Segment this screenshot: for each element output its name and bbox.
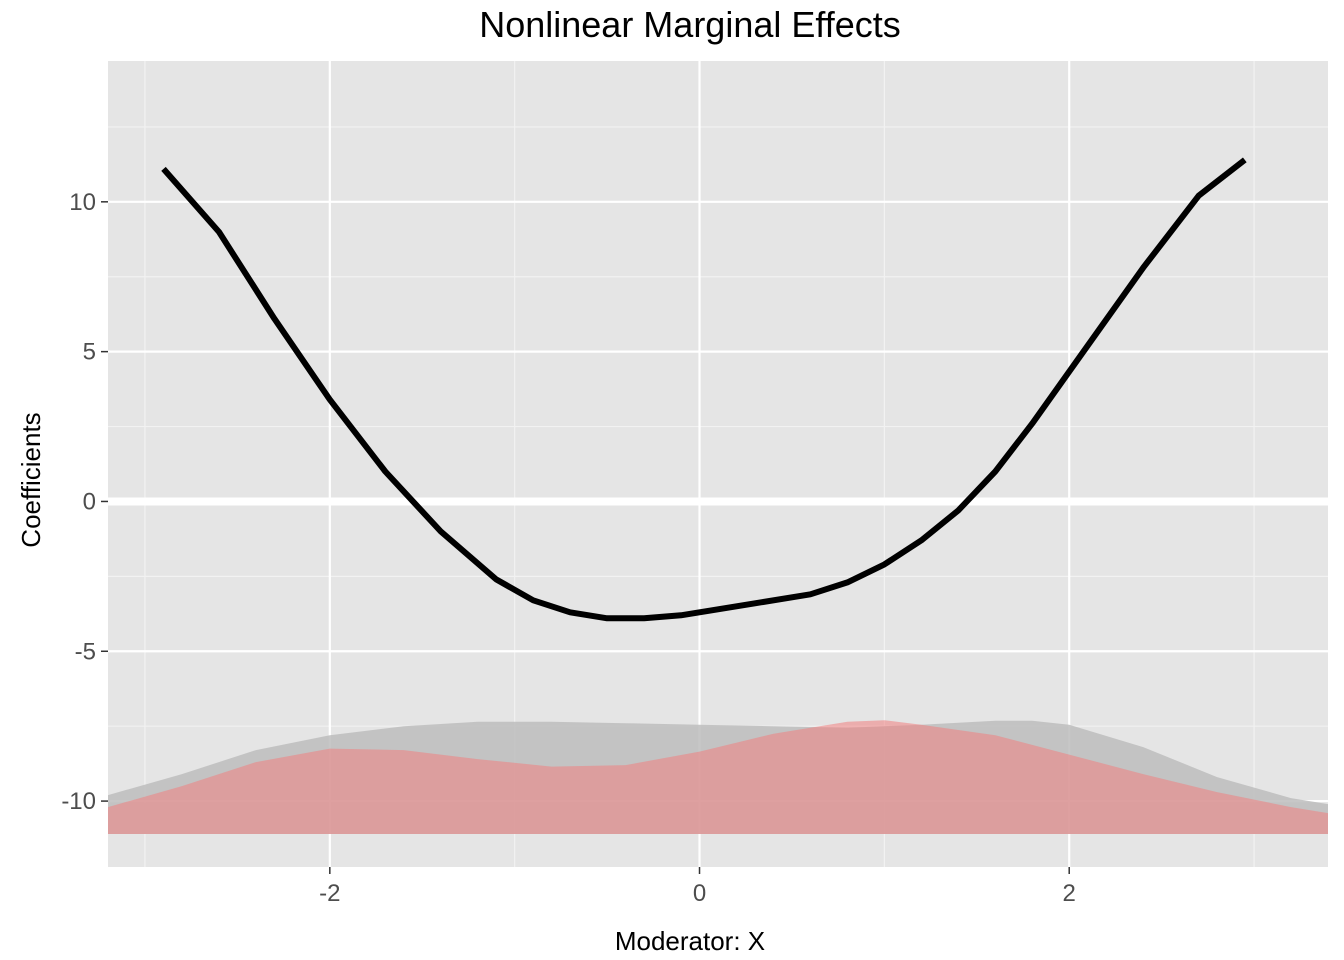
series-line-1 bbox=[161, 157, 1247, 622]
axis-ticks: -2 0 2 -10 -5 0 5 10 bbox=[61, 189, 1076, 907]
y-axis-title: Coefficients bbox=[16, 412, 46, 547]
x-tick-label: 0 bbox=[693, 880, 706, 907]
y-tick-label: 5 bbox=[83, 339, 96, 366]
y-tick-label: -5 bbox=[75, 638, 96, 665]
y-tick-label: 0 bbox=[83, 488, 96, 515]
x-axis-title: Moderator: X bbox=[615, 926, 765, 956]
density-band-2 bbox=[108, 720, 1328, 834]
series-lines bbox=[161, 157, 1247, 622]
chart-title: Nonlinear Marginal Effects bbox=[479, 4, 901, 45]
x-tick-label: 2 bbox=[1063, 880, 1076, 907]
y-tick-label: -10 bbox=[61, 788, 96, 815]
density-bands bbox=[108, 720, 1328, 834]
y-tick-label: 10 bbox=[69, 189, 96, 216]
x-tick-label: -2 bbox=[319, 880, 340, 907]
